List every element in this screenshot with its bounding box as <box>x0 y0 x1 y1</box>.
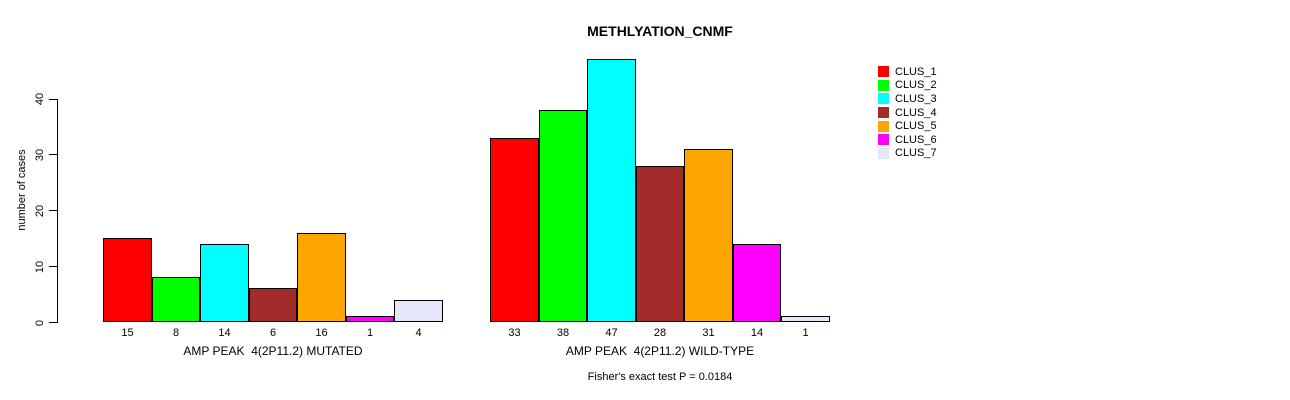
bar-CLUS_2-group1 <box>152 277 200 322</box>
bar-value-label: 4 <box>415 327 422 339</box>
legend-item: CLUS_3 <box>878 92 937 106</box>
legend-label: CLUS_6 <box>895 133 937 146</box>
bar-CLUS_2-group2 <box>539 110 587 322</box>
bar-CLUS_4-group2 <box>636 166 684 322</box>
legend-item: CLUS_5 <box>878 119 937 133</box>
legend-label: CLUS_1 <box>895 65 937 78</box>
bar-CLUS_5-group1 <box>297 233 346 322</box>
y-axis-label: number of cases <box>16 149 28 231</box>
legend-item: CLUS_4 <box>878 106 937 120</box>
y-tick-label: 30 <box>34 148 46 161</box>
bar-value-label: 16 <box>315 327 328 339</box>
bar-CLUS_1-group2 <box>490 138 539 322</box>
y-axis-line <box>57 98 58 323</box>
legend-item: CLUS_1 <box>878 65 937 79</box>
y-tick-label: 40 <box>34 92 46 106</box>
bar-value-label: 14 <box>218 327 231 339</box>
bar-CLUS_1-group1 <box>103 238 152 322</box>
bar-value-label: 38 <box>556 327 570 339</box>
bar-CLUS_3-group2 <box>587 59 636 322</box>
bar-value-label: 14 <box>750 327 764 339</box>
legend-swatch <box>878 147 889 159</box>
bar-CLUS_4-group1 <box>249 288 297 322</box>
legend-label: CLUS_4 <box>895 106 937 119</box>
fisher-test-annotation: Fisher's exact test P = 0.0184 <box>587 371 733 383</box>
legend-swatch <box>878 66 889 78</box>
group-label: AMP PEAK 4(2P11.2) WILD-TYPE <box>565 344 755 358</box>
bar-CLUS_5-group2 <box>684 149 733 322</box>
legend-swatch <box>878 107 889 119</box>
legend-label: CLUS_5 <box>895 120 937 133</box>
legend: CLUS_1 CLUS_2 CLUS_3 CLUS_4 CLUS_5 CLUS_6 CLUS… <box>878 65 937 160</box>
legend-swatch <box>878 79 889 91</box>
bar-value-label: 47 <box>605 327 618 339</box>
y-tick <box>49 210 57 212</box>
legend-item: CLUS_6 <box>878 133 937 147</box>
bar-value-label: 28 <box>653 327 667 339</box>
legend-label: CLUS_7 <box>895 147 937 160</box>
y-tick-label: 20 <box>34 204 46 217</box>
y-tick <box>49 98 57 100</box>
group-label: AMP PEAK 4(2P11.2) MUTATED <box>183 344 363 358</box>
legend-label: CLUS_3 <box>895 92 937 105</box>
y-tick <box>49 154 57 156</box>
bar-CLUS_6-group1 <box>346 316 394 322</box>
bar-CLUS_7-group1 <box>394 300 443 322</box>
bar-value-label: 1 <box>802 327 809 339</box>
bar-value-label: 33 <box>508 327 521 339</box>
y-tick <box>49 266 57 268</box>
y-tick <box>49 322 57 323</box>
legend-item: CLUS_2 <box>878 79 937 93</box>
bar-value-label: 1 <box>366 327 374 339</box>
legend-item: CLUS_7 <box>878 147 937 161</box>
legend-label: CLUS_2 <box>895 79 937 92</box>
y-tick-label: 10 <box>34 260 46 273</box>
legend-swatch <box>878 120 889 132</box>
bar-value-label: 8 <box>172 327 180 339</box>
bar-value-label: 15 <box>121 327 134 339</box>
legend-swatch <box>878 134 889 146</box>
bar-CLUS_3-group1 <box>200 244 249 322</box>
chart-title: METHLYATION_CNMF <box>587 23 733 39</box>
bar-value-label: 31 <box>702 327 715 339</box>
bar-value-label: 6 <box>269 327 277 339</box>
bar-CLUS_6-group2 <box>733 244 781 322</box>
legend-swatch <box>878 93 889 105</box>
y-tick-label: 0 <box>34 319 46 326</box>
bar-CLUS_7-group2 <box>781 316 830 322</box>
